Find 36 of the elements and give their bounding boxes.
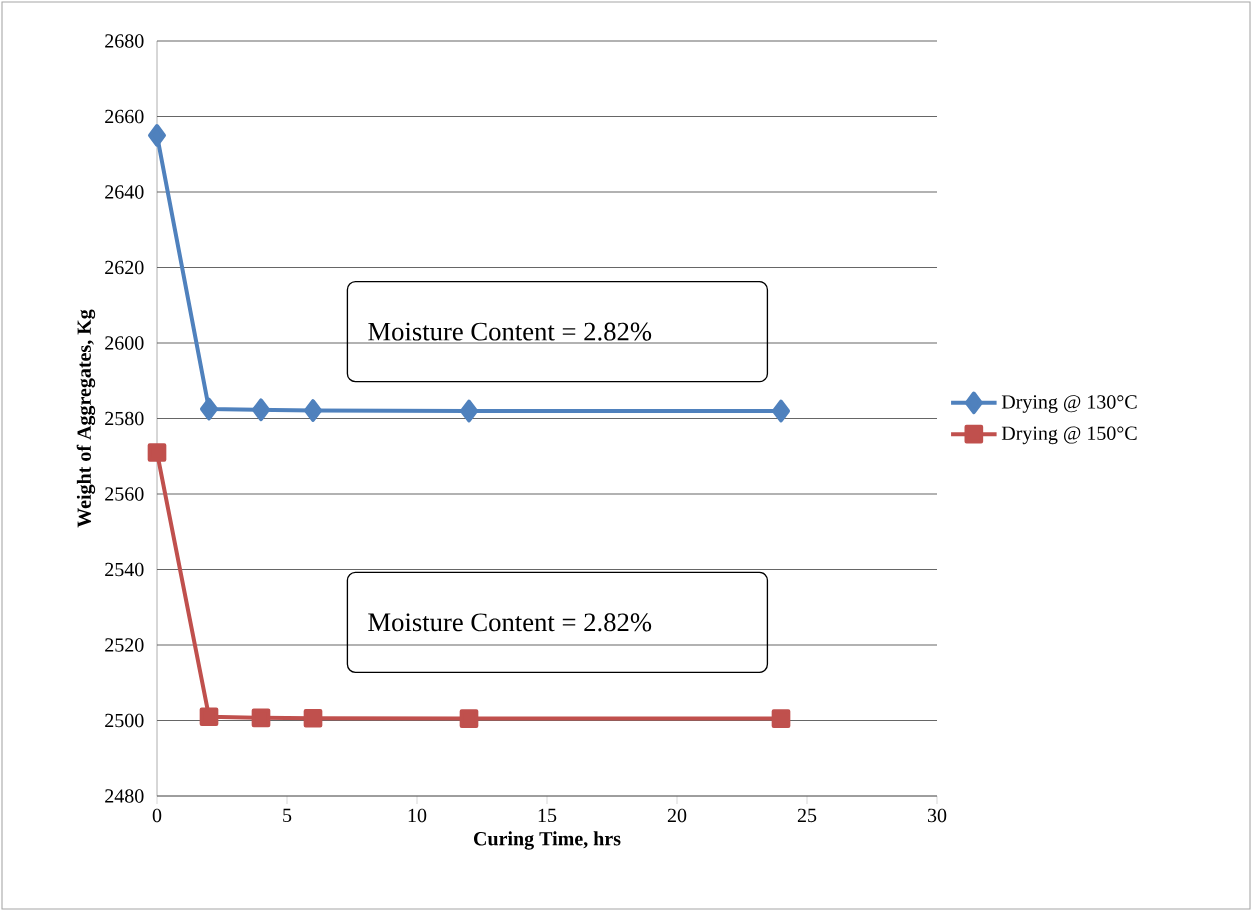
x-tick-label: 10	[408, 808, 427, 823]
point	[771, 709, 791, 728]
point	[772, 399, 791, 423]
y-tick-label: 2500	[105, 713, 144, 728]
point	[460, 399, 478, 423]
y-tick-label: 2620	[105, 260, 144, 275]
annotation: Moisture Content = 2.82%	[368, 613, 652, 632]
y-tick-label: 2660	[105, 109, 144, 124]
point	[252, 398, 270, 422]
y-tick-label: 2600	[105, 336, 144, 350]
y-tick-label: 2480	[105, 789, 144, 803]
x-tick-label: 20	[667, 808, 687, 823]
point	[459, 709, 479, 728]
point	[200, 397, 218, 421]
x-tick-label: 25	[797, 808, 817, 823]
x-tick-label: 5	[283, 808, 292, 822]
annotation: Moisture Content = 2.82%	[368, 322, 652, 341]
point	[147, 443, 167, 462]
x-tick-label: 30	[927, 808, 947, 823]
point	[199, 707, 219, 727]
point	[303, 708, 323, 728]
y-tick-label: 2640	[105, 185, 144, 199]
point	[251, 708, 271, 728]
point	[148, 124, 166, 147]
y-tick-label: 2520	[105, 638, 144, 652]
x-tick-label: 15	[538, 808, 557, 823]
y-tick-label: 2540	[105, 562, 144, 577]
y-axis-title: Weight of Aggregates, Kg	[76, 309, 96, 528]
point	[304, 399, 323, 422]
y-tick-label: 2560	[105, 487, 144, 501]
legend-label: Drying @ 150°C	[1001, 426, 1137, 445]
y-tick-label: 2580	[105, 411, 144, 426]
x-tick-label: 0	[152, 808, 162, 823]
y-tick-label: 2680	[105, 34, 144, 48]
x-axis-title: Curing Time, hrs	[474, 831, 621, 850]
legend-label: Drying @ 130°C	[1001, 395, 1137, 413]
